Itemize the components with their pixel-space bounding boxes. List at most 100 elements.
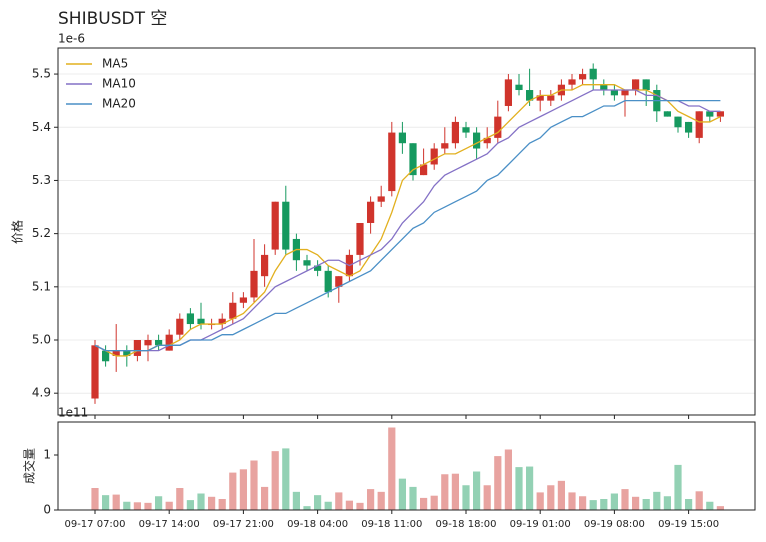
candle-body bbox=[377, 196, 385, 202]
candle-body bbox=[515, 84, 523, 91]
x-tick-label: 09-19 01:00 bbox=[510, 519, 571, 530]
candle-body bbox=[420, 164, 428, 176]
x-tick-label: 09-19 08:00 bbox=[584, 519, 645, 530]
candle-body bbox=[600, 84, 608, 91]
x-tick-label: 09-18 11:00 bbox=[361, 519, 422, 530]
candle-body bbox=[388, 132, 396, 192]
ma-line bbox=[94, 84, 721, 357]
candle-body bbox=[123, 350, 131, 356]
volume-bar bbox=[292, 491, 300, 510]
ma-line bbox=[94, 89, 721, 352]
volume-bar bbox=[642, 499, 650, 510]
volume-bar bbox=[123, 501, 131, 510]
volume-bar bbox=[239, 469, 247, 510]
volume-bar bbox=[473, 471, 481, 510]
volume-bar bbox=[91, 488, 99, 510]
candle-body bbox=[409, 143, 417, 176]
volume-bar bbox=[663, 496, 671, 510]
candle-body bbox=[324, 270, 332, 293]
volume-bar bbox=[621, 489, 629, 510]
volume-bar bbox=[547, 485, 555, 510]
volume-bar bbox=[409, 486, 417, 510]
volume-bar bbox=[685, 499, 693, 510]
volume-bar bbox=[345, 500, 353, 510]
x-tick-label: 09-18 04:00 bbox=[287, 519, 348, 530]
x-tick-label: 09-17 07:00 bbox=[64, 519, 125, 530]
volume-bar bbox=[102, 495, 110, 510]
volume-bar bbox=[451, 473, 459, 510]
x-tick-label: 09-17 14:00 bbox=[139, 519, 200, 530]
candle-body bbox=[271, 201, 279, 250]
volume-bar bbox=[430, 495, 438, 510]
candle-body bbox=[451, 121, 459, 144]
candle-body bbox=[155, 340, 163, 346]
volume-bar bbox=[282, 448, 290, 510]
volume-bar bbox=[133, 502, 141, 510]
y-tick-label: 5.1 bbox=[32, 279, 51, 293]
volume-bar bbox=[504, 449, 512, 510]
volume-bar bbox=[494, 456, 502, 510]
candle-body bbox=[621, 90, 629, 96]
price-panel-frame bbox=[57, 47, 756, 416]
volume-bar bbox=[610, 493, 618, 510]
volume-y-tick-label: 0 bbox=[43, 503, 51, 517]
volume-bar bbox=[483, 485, 491, 510]
volume-axis-label: 成交量 bbox=[22, 448, 37, 484]
candle-body bbox=[91, 345, 99, 399]
candle-body bbox=[462, 127, 470, 133]
candle-body bbox=[716, 111, 724, 117]
volume-bar bbox=[568, 492, 576, 510]
candle-body bbox=[632, 79, 640, 91]
candle-body bbox=[239, 297, 247, 303]
candle-body bbox=[398, 132, 406, 144]
candle-body bbox=[303, 260, 311, 266]
volume-bar bbox=[303, 506, 311, 510]
volume-bar bbox=[674, 464, 682, 510]
volume-bar bbox=[420, 497, 428, 510]
candle-body bbox=[261, 254, 269, 277]
volume-bar bbox=[229, 472, 237, 510]
candle-body bbox=[526, 90, 534, 101]
volume-bar bbox=[388, 427, 396, 510]
candle-body bbox=[589, 68, 597, 80]
volume-bar bbox=[165, 501, 173, 510]
volume-bar bbox=[250, 460, 258, 510]
candle-body bbox=[579, 74, 587, 80]
candle-body bbox=[144, 340, 152, 346]
volume-bar bbox=[208, 496, 216, 510]
candle-body bbox=[133, 340, 141, 356]
y-tick-label: 5.3 bbox=[32, 173, 51, 187]
candle-body bbox=[483, 137, 491, 144]
candle-body bbox=[314, 265, 322, 271]
legend-label: MA5 bbox=[102, 57, 128, 71]
x-tick-label: 09-18 18:00 bbox=[435, 519, 496, 530]
volume-bar bbox=[261, 486, 269, 510]
y-tick-label: 5.0 bbox=[32, 333, 51, 347]
volume-bar bbox=[398, 478, 406, 510]
volume-bar bbox=[462, 485, 470, 510]
volume-bar bbox=[589, 500, 597, 510]
candle-body bbox=[547, 95, 555, 101]
candle-body bbox=[102, 350, 110, 362]
candle-body bbox=[494, 116, 502, 138]
volume-bar bbox=[176, 488, 184, 510]
x-tick-label: 09-17 21:00 bbox=[213, 519, 274, 530]
volume-bar bbox=[515, 467, 523, 510]
volume-bar bbox=[557, 480, 565, 510]
candle-body bbox=[642, 79, 650, 91]
candle-body bbox=[229, 302, 237, 319]
volume-bar bbox=[314, 495, 322, 510]
candle-body bbox=[695, 111, 703, 138]
candle-body bbox=[568, 79, 576, 85]
volume-bar bbox=[197, 493, 205, 510]
volume-bar bbox=[324, 501, 332, 510]
candle-body bbox=[112, 350, 120, 356]
candle-body bbox=[685, 121, 693, 133]
volume-bar bbox=[706, 501, 714, 510]
volume-bar bbox=[695, 491, 703, 510]
volume-bar bbox=[536, 492, 544, 510]
y-axis-label: 价格 bbox=[10, 220, 25, 244]
candle-body bbox=[186, 313, 194, 325]
volume-bar bbox=[367, 489, 375, 510]
